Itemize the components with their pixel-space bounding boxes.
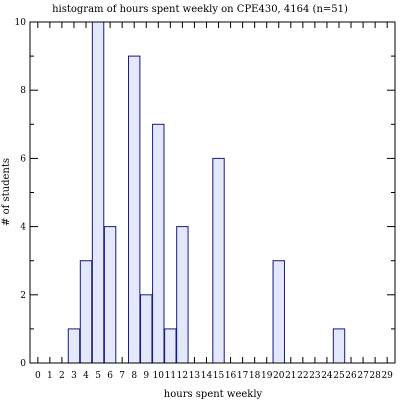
y-tick-label-10: 10 xyxy=(15,18,27,28)
y-axis: 0 2 4 6 8 10 xyxy=(15,18,395,369)
x-tick-label-19: 19 xyxy=(261,371,273,381)
x-tick-label-14: 14 xyxy=(201,371,213,381)
x-tick-label-5: 5 xyxy=(95,371,101,381)
x-tick-label-3: 3 xyxy=(71,371,77,381)
plot-frame xyxy=(29,21,396,364)
x-tick-label-4: 4 xyxy=(83,371,89,381)
bars xyxy=(67,21,346,364)
x-tick-label-16: 16 xyxy=(225,371,237,381)
x-tick-label-12: 12 xyxy=(177,371,188,381)
x-tick-label-10: 10 xyxy=(153,371,165,381)
x-tick-label-20: 20 xyxy=(273,371,285,381)
x-tick-label-23: 23 xyxy=(309,371,321,381)
bar-4 xyxy=(79,260,93,364)
x-axis: 0 1 2 3 4 5 6 7 8 9 10 11 12 13 14 15 16 17 18 19 20 21 22 23 24… xyxy=(35,22,393,381)
x-tick-label-28: 28 xyxy=(369,371,381,381)
x-tick-label-29: 29 xyxy=(381,371,393,381)
x-tick-label-1: 1 xyxy=(47,371,53,381)
x-tick-label-8: 8 xyxy=(131,371,137,381)
x-tick-label-21: 21 xyxy=(285,371,296,381)
bar-8 xyxy=(128,55,141,364)
x-axis-label: hours spent weekly xyxy=(164,389,263,400)
bar-11 xyxy=(164,328,177,364)
chart-title: histogram of hours spent weekly on CPE43… xyxy=(52,4,348,15)
bar-10 xyxy=(152,123,165,364)
y-tick-label-4: 4 xyxy=(20,223,26,233)
x-tick-label-15: 15 xyxy=(213,371,225,381)
bar-6 xyxy=(103,226,117,364)
y-tick-label-8: 8 xyxy=(20,86,26,96)
x-tick-label-13: 13 xyxy=(189,371,201,381)
x-tick-label-17: 17 xyxy=(237,371,249,381)
x-tick-label-2: 2 xyxy=(59,371,65,381)
x-tick-label-18: 18 xyxy=(249,371,261,381)
x-tick-label-25: 25 xyxy=(333,371,345,381)
x-tick-label-11: 11 xyxy=(165,371,176,381)
y-axis-label: # of students xyxy=(1,158,12,226)
bar-9 xyxy=(140,294,153,364)
x-tick-label-6: 6 xyxy=(107,371,113,381)
bar-12 xyxy=(176,226,189,364)
bar-3 xyxy=(67,328,81,364)
bar-20 xyxy=(272,260,285,364)
y-tick-label-0: 0 xyxy=(20,359,26,369)
bar-25 xyxy=(332,328,346,364)
bar-5 xyxy=(91,21,105,364)
y-tick-label-2: 2 xyxy=(20,291,26,301)
x-tick-label-24: 24 xyxy=(321,371,333,381)
x-tick-label-0: 0 xyxy=(35,371,41,381)
x-tick-label-26: 26 xyxy=(345,371,357,381)
x-tick-label-9: 9 xyxy=(143,371,149,381)
x-tick-label-27: 27 xyxy=(357,371,369,381)
bar-15 xyxy=(212,157,225,364)
y-tick-label-6: 6 xyxy=(20,154,26,164)
x-tick-label-22: 22 xyxy=(297,371,308,381)
x-tick-label-7: 7 xyxy=(119,371,125,381)
